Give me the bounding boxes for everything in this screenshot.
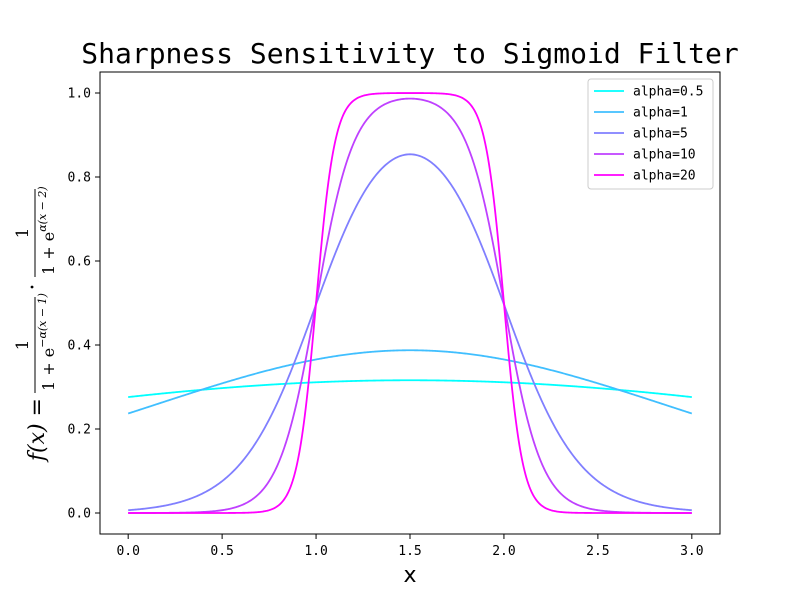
x-tick-label: 1.0 xyxy=(304,544,327,559)
y-label-dot: · xyxy=(21,284,46,291)
legend-label: alpha=5 xyxy=(633,127,688,142)
x-tick-label: 0.0 xyxy=(116,544,139,559)
y-tick-label: 0.6 xyxy=(68,255,91,270)
legend-label: alpha=20 xyxy=(633,169,696,184)
x-tick-label: 3.0 xyxy=(680,544,703,559)
y-tick-label: 0.8 xyxy=(68,171,91,186)
series-line xyxy=(128,379,692,398)
x-tick-label: 2.0 xyxy=(492,544,515,559)
legend-items: alpha=0.5 alpha=1 alpha=5 alpha=10 alpha=20 xyxy=(594,85,703,184)
x-tick-label: 1.5 xyxy=(398,544,421,559)
x-tick-label: 2.5 xyxy=(586,544,609,559)
legend-label: alpha=0.5 xyxy=(633,85,703,100)
y-label-term2-numerator: 1 xyxy=(13,228,33,239)
x-axis-ticks: 0.0 0.5 1.0 1.5 2.0 2.5 3.0 xyxy=(116,534,704,559)
y-label-term2-denominator: 1 + eα(x − 2) xyxy=(36,186,58,275)
y-label-lhs: f(x) = xyxy=(25,398,50,463)
y-tick-label: 0.0 xyxy=(68,507,91,522)
y-label-term1-den-base: 1 + e xyxy=(39,348,58,391)
y-tick-label: 1.0 xyxy=(68,87,91,102)
x-axis-label: x xyxy=(403,563,416,588)
chart-title: Sharpness Sensitivity to Sigmoid Filter xyxy=(81,37,738,70)
legend: alpha=0.5 alpha=1 alpha=5 alpha=10 alpha=20 xyxy=(587,78,714,190)
y-label-term2-den-exp: α(x − 2) xyxy=(36,186,49,231)
series-line xyxy=(127,349,693,415)
series-line xyxy=(128,97,692,514)
y-label-term1-den-exp: −α(x − 1) xyxy=(36,293,49,348)
y-tick-label: 0.2 xyxy=(68,423,91,438)
legend-label: alpha=1 xyxy=(633,106,688,121)
y-axis-ticks: 0.0 0.2 0.4 0.6 0.8 1.0 xyxy=(68,87,100,522)
y-axis-label: f(x) = 1 1 + e−α(x − 1) · 1 1 + eα(x − 2… xyxy=(13,186,58,463)
y-tick-label: 0.4 xyxy=(68,339,92,354)
y-label-term1-denominator: 1 + e−α(x − 1) xyxy=(36,293,58,391)
legend-label: alpha=10 xyxy=(633,148,696,163)
series-line xyxy=(128,153,692,512)
x-tick-label: 0.5 xyxy=(210,544,233,559)
series-line xyxy=(128,92,692,514)
y-label-term2-den-base: 1 + e xyxy=(39,232,58,275)
series-layer xyxy=(127,92,693,514)
y-label-term1-numerator: 1 xyxy=(13,340,33,351)
legend-box xyxy=(587,78,714,190)
